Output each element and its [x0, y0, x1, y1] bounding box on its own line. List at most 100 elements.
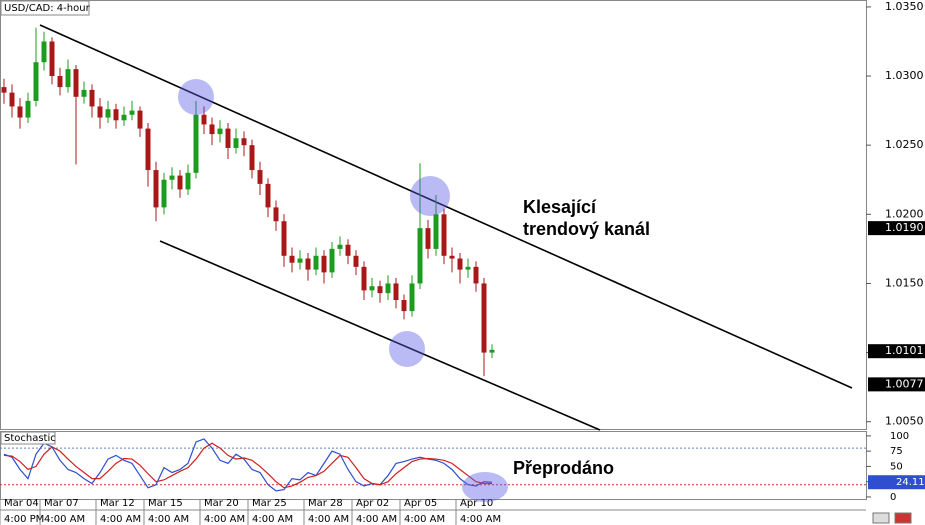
- x-tick-label: Mar 15: [148, 498, 183, 509]
- y-tick-label: 1.0050: [885, 415, 924, 428]
- x-tick-label: 4:00 AM: [252, 514, 293, 525]
- candle-body: [241, 138, 247, 146]
- x-tick-label: Mar 20: [204, 498, 239, 509]
- candle-body: [345, 244, 351, 256]
- candle-body: [417, 228, 423, 284]
- x-tick-label: 4:00 AM: [44, 514, 85, 525]
- candle-body: [273, 207, 279, 222]
- candle-body: [81, 89, 87, 97]
- candle-body: [49, 41, 55, 77]
- price-panel: [0, 0, 867, 430]
- stochastic-panel: [0, 431, 867, 500]
- candle-body: [353, 255, 359, 267]
- x-tick-label: Mar 07: [44, 498, 79, 509]
- candle-body: [89, 89, 95, 107]
- candle-body: [201, 114, 207, 125]
- candle-body: [369, 286, 375, 291]
- scroll-icon[interactable]: [872, 512, 890, 524]
- x-tick-label: Mar 25: [252, 498, 287, 509]
- x-tick-label: Mar 12: [100, 498, 135, 509]
- candle-body: [377, 286, 383, 294]
- annotation: Přeprodáno: [513, 458, 614, 478]
- candle-body: [33, 62, 39, 101]
- candle-body: [161, 179, 167, 208]
- highlight-circle: [462, 472, 508, 502]
- candle-body: [97, 106, 103, 118]
- x-tick-label: Apr 02: [356, 498, 389, 509]
- candle-body: [153, 170, 159, 208]
- candle-body: [257, 170, 263, 184]
- candle-body: [65, 69, 71, 88]
- y-tick-label: 1.0350: [885, 0, 924, 13]
- price-marker-label: 1.0190: [885, 221, 924, 234]
- y-tick-label: 100: [890, 431, 909, 442]
- candle-body: [185, 172, 191, 190]
- y-tick-label: 1.0300: [885, 69, 924, 82]
- y-tick-label: 1.0250: [885, 138, 924, 151]
- candle-body: [121, 114, 127, 121]
- y-tick-label: 1.0200: [885, 207, 924, 220]
- title-box: [0, 0, 90, 16]
- stochastic-marker: [868, 475, 925, 490]
- candle-body: [209, 124, 215, 135]
- candle-body: [305, 258, 311, 270]
- y-tick-label: 0: [890, 492, 896, 503]
- x-tick-label: Mar 04: [4, 498, 39, 509]
- candle-body: [265, 183, 271, 208]
- candle-body: [25, 100, 31, 118]
- candle-body: [449, 255, 455, 259]
- price-marker: [868, 377, 925, 392]
- candle-body: [169, 175, 175, 180]
- price-marker-label: 1.0101: [885, 344, 924, 357]
- candle-body: [105, 109, 111, 118]
- candle-body: [481, 283, 487, 353]
- trend-line-lower: [159, 240, 601, 431]
- x-tick-label: 4:00 AM: [404, 514, 445, 525]
- candle-body: [41, 41, 47, 63]
- x-tick-label: 4:00 AM: [356, 514, 397, 525]
- x-tick-label: 4:00 AM: [460, 514, 501, 525]
- x-tick-label: 4:00 AM: [100, 514, 141, 525]
- candle-body: [329, 248, 335, 273]
- chart-title: USD/CAD: 4-hour: [4, 3, 91, 14]
- stochastic-marker-label: 24.11: [896, 477, 925, 488]
- candle-body: [385, 283, 391, 294]
- candle-body: [193, 114, 199, 173]
- x-tick-label: Apr 05: [404, 498, 437, 509]
- candle-body: [17, 106, 23, 118]
- highlight-circle: [410, 176, 450, 216]
- x-tick-label: 4:00 AM: [148, 514, 189, 525]
- price-marker-label: 1.0077: [885, 377, 924, 390]
- candle-body: [73, 69, 79, 97]
- candle-body: [289, 255, 295, 263]
- candle-body: [313, 255, 319, 270]
- price-marker: [868, 221, 925, 236]
- highlight-circle: [389, 331, 425, 367]
- stochastic-line: [3, 442, 492, 489]
- trend-line-upper: [39, 24, 853, 389]
- candle-body: [297, 258, 303, 263]
- annotation: trendový kanál: [523, 219, 650, 239]
- x-tick-label: Mar 28: [308, 498, 343, 509]
- candle-body: [457, 258, 463, 270]
- candle-body: [57, 76, 63, 88]
- candle-body: [129, 110, 135, 115]
- candle-body: [425, 228, 431, 249]
- stochastic-title-box: [0, 431, 56, 445]
- candle-body: [473, 266, 479, 284]
- candle-body: [433, 214, 439, 249]
- close-icon[interactable]: [894, 512, 912, 524]
- candle-body: [217, 128, 223, 135]
- x-tick-label: Apr 10: [460, 498, 493, 509]
- x-tick-label: 4:00 AM: [204, 514, 245, 525]
- candle-body: [489, 349, 495, 353]
- price-marker: [868, 344, 925, 359]
- candle-body: [113, 109, 119, 121]
- candle-body: [9, 92, 15, 107]
- candle-body: [249, 145, 255, 171]
- candle-body: [465, 266, 471, 270]
- x-tick-label: 4:00 AM: [308, 514, 349, 525]
- candle-body: [361, 266, 367, 291]
